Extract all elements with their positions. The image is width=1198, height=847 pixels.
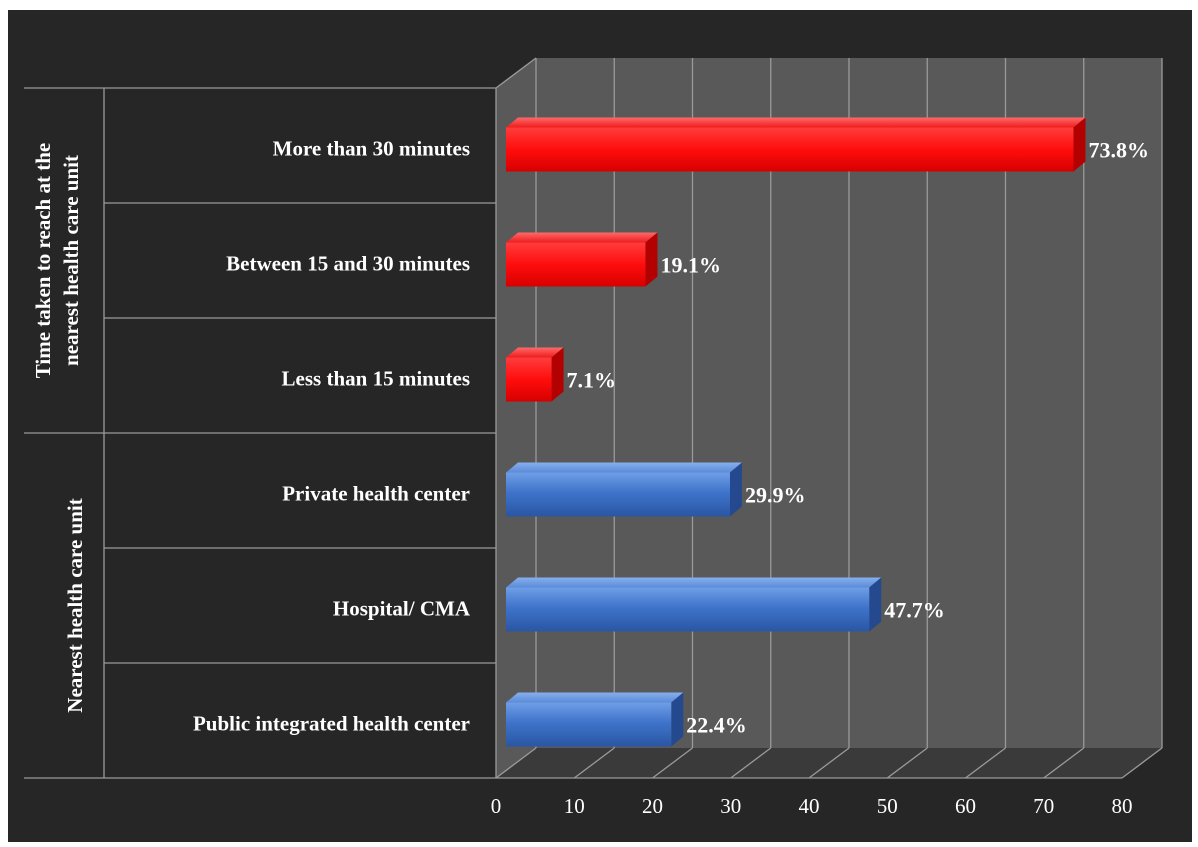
x-tick-label: 40: [799, 794, 820, 818]
data-label: 73.8%: [1088, 138, 1149, 163]
floor-gridline: [730, 747, 772, 779]
category-label: Between 15 and 30 minutes: [226, 252, 470, 276]
category-label: More than 30 minutes: [273, 137, 470, 161]
category-label: Public integrated health center: [193, 712, 470, 736]
x-tick-label: 0: [491, 794, 502, 818]
bar: [506, 462, 742, 517]
floor-gridline: [1121, 747, 1163, 779]
data-label: 19.1%: [660, 253, 721, 278]
bar: [506, 577, 882, 632]
gridlines: [24, 57, 1163, 779]
x-tick-label: 60: [955, 794, 976, 818]
bar-end: [729, 462, 742, 517]
x-tick-label: 10: [564, 794, 585, 818]
data-label: 22.4%: [686, 713, 747, 738]
category-label: Hospital/ CMA: [333, 597, 471, 621]
bar-front: [506, 702, 672, 747]
floor-gridline: [1043, 747, 1085, 779]
group-label-nearest-unit: Nearest health care unit: [63, 498, 87, 712]
x-tick-label: 80: [1112, 794, 1133, 818]
floor-gridline: [573, 747, 615, 779]
bar-end: [1073, 117, 1086, 172]
bar-front: [506, 242, 646, 287]
bar-front: [506, 357, 552, 402]
bar: [506, 117, 1086, 172]
bar-top: [506, 462, 742, 473]
bar-end: [551, 347, 564, 402]
bar-front: [506, 587, 870, 632]
floor-gridline: [495, 747, 537, 779]
group-label-time-line1: Time taken to reach at the: [31, 143, 55, 378]
data-label: 7.1%: [567, 368, 617, 393]
floor-gridline: [886, 747, 928, 779]
x-tick-label: 50: [877, 794, 898, 818]
bar: [506, 232, 658, 287]
bar-end: [869, 577, 882, 632]
bar-top: [506, 232, 658, 243]
group-label-time-line2: nearest health care unit: [59, 155, 83, 366]
bar-end: [645, 232, 658, 287]
data-label: 29.9%: [745, 483, 806, 508]
bar-front: [506, 127, 1074, 172]
category-label: Private health center: [282, 482, 470, 506]
floor-gridline: [652, 747, 693, 779]
x-tick-label: 70: [1033, 794, 1054, 818]
x-tick-label: 30: [720, 794, 741, 818]
bar-front: [506, 472, 730, 517]
floor-gridline: [808, 747, 850, 779]
bar-end: [671, 692, 684, 747]
bar-top: [506, 347, 564, 358]
bar-top: [506, 692, 684, 703]
floor-gridline: [965, 747, 1006, 779]
bars: [506, 117, 1086, 747]
bar-top: [506, 577, 882, 588]
bar-top: [506, 117, 1086, 128]
x-tick-label: 20: [642, 794, 663, 818]
data-label: 47.7%: [884, 598, 945, 623]
bar: [506, 692, 684, 747]
wall-edge: [495, 57, 537, 89]
category-label: Less than 15 minutes: [282, 367, 470, 391]
bar: [506, 347, 564, 402]
labels: 0 10 20 30 40 50 60 70 80 22.4% Public integrated …: [31, 137, 1149, 819]
